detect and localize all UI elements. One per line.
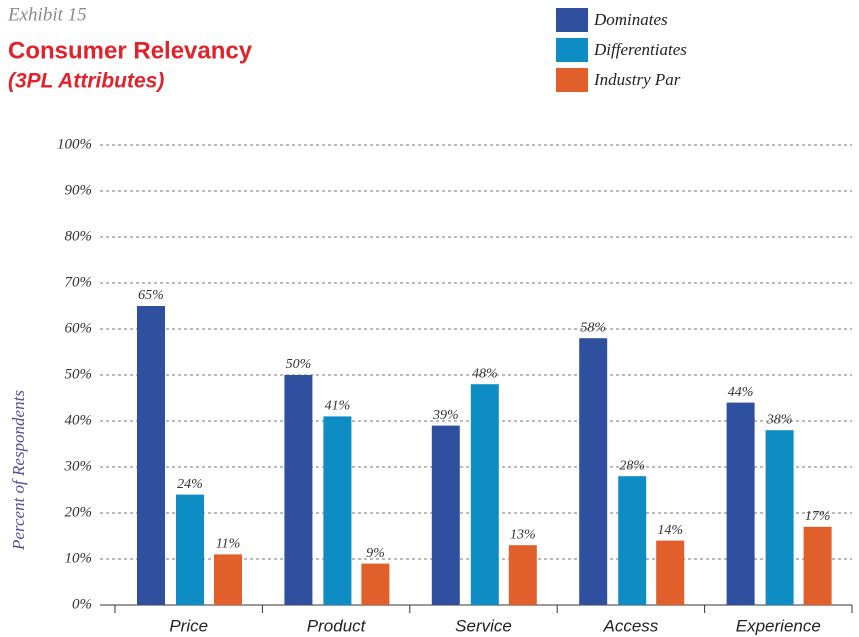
data-label: 11% xyxy=(216,537,241,552)
chart-subtitle: (3PL Attributes) xyxy=(8,70,164,93)
bar xyxy=(176,494,204,605)
data-label: 41% xyxy=(325,399,351,414)
y-tick-label: 40% xyxy=(65,412,93,428)
bar xyxy=(323,416,352,605)
bar xyxy=(618,476,647,605)
chart-title: Consumer Relevancy xyxy=(8,37,253,64)
bar xyxy=(803,526,832,605)
y-tick-label: 60% xyxy=(65,320,93,336)
y-axis-label: Percent of Respondents xyxy=(9,390,28,551)
y-tick-label: 50% xyxy=(65,366,93,382)
bar xyxy=(765,430,794,605)
bar xyxy=(361,563,390,605)
bar xyxy=(579,338,608,605)
data-label: 13% xyxy=(510,527,536,542)
legend-swatch xyxy=(556,8,588,32)
bar xyxy=(656,540,685,605)
x-tick-label: Price xyxy=(169,616,208,635)
legend-label: Industry Par xyxy=(593,70,681,89)
x-tick-label: Service xyxy=(455,616,512,635)
bar xyxy=(508,545,537,605)
data-label: 50% xyxy=(286,357,312,372)
data-label: 9% xyxy=(366,546,385,561)
legend-label: Dominates xyxy=(593,10,668,29)
data-label: 65% xyxy=(138,288,164,303)
data-label: 48% xyxy=(472,366,498,381)
y-tick-label: 20% xyxy=(65,504,93,520)
x-tick-label: Experience xyxy=(736,616,821,635)
y-tick-label: 10% xyxy=(65,550,93,566)
legend-swatch xyxy=(556,38,588,62)
x-tick-label: Access xyxy=(603,616,659,635)
y-tick-label: 0% xyxy=(72,596,92,612)
y-tick-label: 70% xyxy=(65,274,93,290)
data-label: 39% xyxy=(432,408,459,423)
y-tick-label: 90% xyxy=(65,182,93,198)
bar xyxy=(284,375,313,605)
bar xyxy=(726,402,755,605)
bar xyxy=(214,554,242,605)
data-label: 38% xyxy=(766,412,793,427)
legend-label: Differentiates xyxy=(593,40,687,59)
y-tick-label: 80% xyxy=(65,228,93,244)
y-tick-label: 100% xyxy=(57,136,92,152)
bar xyxy=(470,384,499,605)
data-label: 14% xyxy=(657,523,683,538)
legend-swatch xyxy=(556,68,588,92)
bar xyxy=(431,425,460,605)
data-label: 17% xyxy=(805,509,831,524)
y-tick-label: 30% xyxy=(64,458,93,474)
data-label: 58% xyxy=(580,320,606,335)
x-tick-label: Product xyxy=(307,616,367,635)
data-label: 28% xyxy=(619,458,645,473)
data-label: 44% xyxy=(728,385,754,400)
bar xyxy=(137,306,165,605)
data-label: 24% xyxy=(177,477,203,492)
kicker: Exhibit 15 xyxy=(7,4,87,25)
